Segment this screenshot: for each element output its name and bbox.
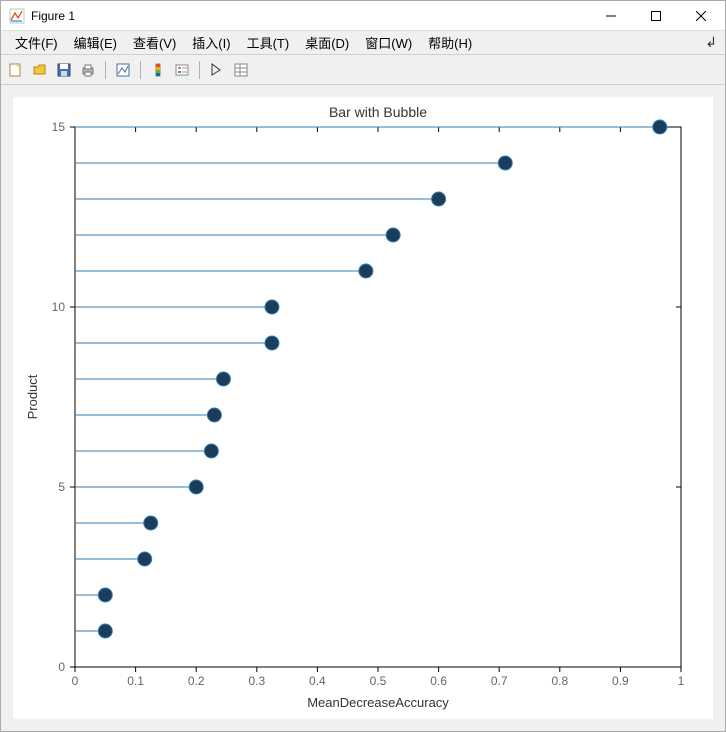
svg-text:MeanDecreaseAccuracy: MeanDecreaseAccuracy bbox=[307, 695, 449, 710]
svg-text:0.8: 0.8 bbox=[551, 674, 568, 688]
menu-overflow-icon[interactable]: ↲ bbox=[705, 34, 717, 51]
menu-file[interactable]: 文件(F) bbox=[7, 31, 66, 54]
minimize-button[interactable] bbox=[588, 1, 633, 30]
figure-area: 00.10.20.30.40.50.60.70.80.91051015Bar w… bbox=[1, 85, 725, 731]
property-inspector-icon[interactable] bbox=[230, 59, 252, 81]
svg-text:0: 0 bbox=[58, 660, 65, 674]
open-icon[interactable] bbox=[29, 59, 51, 81]
svg-text:Product: Product bbox=[25, 374, 40, 419]
svg-text:5: 5 bbox=[58, 480, 65, 494]
svg-text:0.7: 0.7 bbox=[491, 674, 508, 688]
save-icon[interactable] bbox=[53, 59, 75, 81]
menu-view[interactable]: 查看(V) bbox=[125, 31, 184, 54]
svg-text:0.4: 0.4 bbox=[309, 674, 326, 688]
svg-text:15: 15 bbox=[52, 120, 66, 134]
menu-tools[interactable]: 工具(T) bbox=[239, 31, 298, 54]
window-title: Figure 1 bbox=[31, 9, 75, 23]
svg-text:Bar with Bubble: Bar with Bubble bbox=[329, 104, 427, 120]
menu-bar: 文件(F) 编辑(E) 查看(V) 插入(I) 工具(T) 桌面(D) 窗口(W… bbox=[1, 31, 725, 55]
toolbar-separator bbox=[140, 61, 141, 79]
link-axes-icon[interactable] bbox=[112, 59, 134, 81]
svg-text:0: 0 bbox=[72, 674, 79, 688]
title-bar: Figure 1 bbox=[1, 1, 725, 31]
svg-text:1: 1 bbox=[678, 674, 685, 688]
toolbar-separator bbox=[199, 61, 200, 79]
edit-plot-icon[interactable] bbox=[206, 59, 228, 81]
svg-text:10: 10 bbox=[52, 300, 66, 314]
menu-desktop[interactable]: 桌面(D) bbox=[297, 31, 357, 54]
maximize-button[interactable] bbox=[633, 1, 678, 30]
menu-insert[interactable]: 插入(I) bbox=[184, 31, 238, 54]
svg-text:0.3: 0.3 bbox=[248, 674, 265, 688]
figure-window: Figure 1 文件(F) 编辑(E) 查看(V) 插入(I) 工具(T) 桌… bbox=[0, 0, 726, 732]
svg-text:0.2: 0.2 bbox=[188, 674, 205, 688]
menu-edit[interactable]: 编辑(E) bbox=[66, 31, 125, 54]
toolbar-separator bbox=[105, 61, 106, 79]
legend-icon[interactable] bbox=[171, 59, 193, 81]
menu-help[interactable]: 帮助(H) bbox=[420, 31, 480, 54]
svg-text:0.1: 0.1 bbox=[127, 674, 144, 688]
close-button[interactable] bbox=[678, 1, 723, 30]
app-icon bbox=[9, 8, 25, 24]
svg-text:0.9: 0.9 bbox=[612, 674, 629, 688]
colorbar-icon[interactable] bbox=[147, 59, 169, 81]
menu-window[interactable]: 窗口(W) bbox=[357, 31, 420, 54]
new-figure-icon[interactable] bbox=[5, 59, 27, 81]
svg-text:0.6: 0.6 bbox=[430, 674, 447, 688]
svg-text:0.5: 0.5 bbox=[370, 674, 387, 688]
toolbar bbox=[1, 55, 725, 85]
print-icon[interactable] bbox=[77, 59, 99, 81]
plot-canvas[interactable]: 00.10.20.30.40.50.60.70.80.91051015Bar w… bbox=[13, 97, 713, 719]
